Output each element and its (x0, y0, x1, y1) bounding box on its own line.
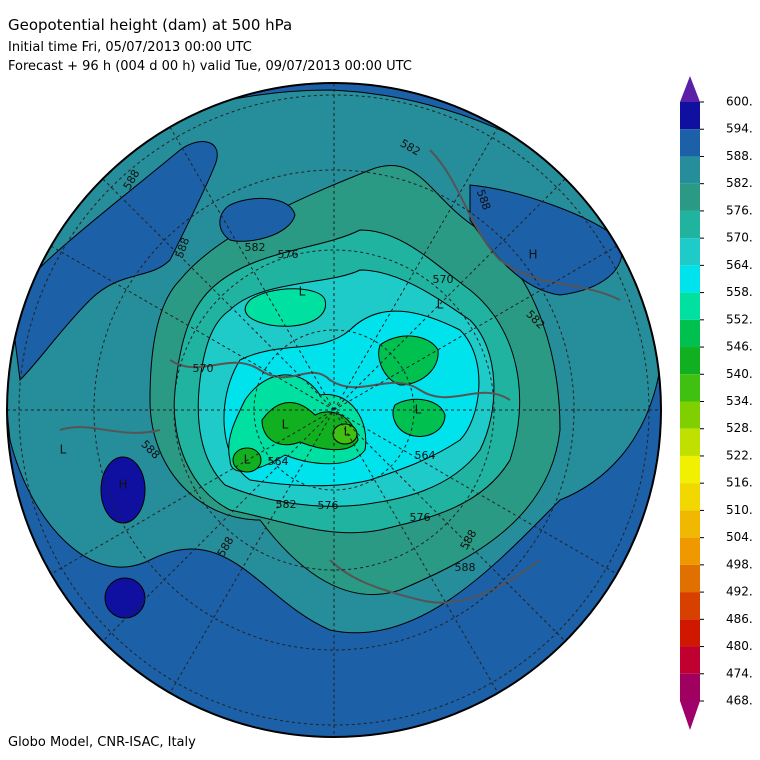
colorbar-label: 474. (726, 666, 753, 680)
contour-label: L (415, 403, 422, 417)
colorbar-band (680, 265, 700, 293)
contour-label: H (528, 248, 537, 262)
contour-label: 570 (193, 362, 214, 375)
colorbar-band (680, 455, 700, 484)
contour-label: 564 (415, 449, 436, 462)
colorbar-label: 558. (726, 285, 753, 299)
colorbar-band (680, 592, 700, 620)
subtitle-forecast: Forecast + 96 h (004 d 00 h) valid Tue, … (8, 59, 412, 74)
colorbar-label: 516. (726, 476, 753, 490)
colorbar-label: 498. (726, 557, 753, 571)
colorbar-band (680, 673, 700, 701)
contour-label: 576 (278, 248, 299, 261)
colorbar-label: 480. (726, 639, 753, 653)
region-546 (392, 398, 446, 437)
colorbar-band (680, 238, 700, 266)
contour-label: H (118, 478, 127, 492)
region-546 (378, 335, 439, 386)
colorbar-label: 504. (726, 530, 753, 544)
colorbar-band (680, 292, 700, 320)
colorbar-label: 552. (726, 312, 753, 326)
contour-label: 576 (410, 511, 431, 524)
colorbar-label: 582. (726, 176, 753, 190)
colorbar-band (680, 510, 700, 538)
contour-label: 570 (433, 273, 454, 286)
colorbar-label: 576. (726, 203, 753, 217)
colorbar-band (680, 619, 700, 647)
contour-label: L (299, 285, 306, 299)
colorbar-label: 600. (726, 95, 753, 109)
graticule (7, 83, 661, 737)
colorbar-label: 486. (726, 612, 753, 626)
colorbar-band (680, 102, 700, 130)
contour-label: 564 (268, 455, 289, 468)
colorbar-band (680, 537, 700, 565)
colorbar-label: 540. (726, 367, 753, 381)
region-594 (104, 577, 146, 619)
colorbar-band (680, 428, 700, 456)
colorbar-band (680, 401, 700, 429)
region-588 (219, 197, 296, 242)
colorbar-label: 528. (726, 421, 753, 435)
colorbar-label: 522. (726, 448, 753, 462)
contour-label: L (344, 425, 351, 439)
colorbar-band (680, 210, 700, 239)
colorbar-label: 594. (726, 122, 753, 136)
title: Geopotential height (dam) at 500 hPa (8, 16, 292, 34)
contour-label: L (437, 298, 444, 312)
colorbar-label: 588. (726, 149, 753, 163)
colorbar-label: 564. (726, 258, 753, 272)
colorbar-band (680, 374, 700, 402)
contour-label: 582 (245, 241, 266, 254)
colorbar-label: 534. (726, 394, 753, 408)
coastlines (59, 149, 621, 604)
colorbar-band (680, 483, 700, 511)
region-594 (100, 456, 146, 524)
colorbar-band (680, 156, 700, 184)
colorbar-under (680, 701, 700, 730)
footer: Globo Model, CNR-ISAC, Italy (8, 735, 196, 750)
colorbar-over (680, 76, 700, 102)
colorbar-label: 468. (726, 694, 753, 708)
colorbar-band (680, 129, 700, 157)
colorbar-band (680, 646, 700, 674)
map-border (6, 82, 662, 738)
colorbar-band (680, 319, 700, 348)
colorbar-band (680, 347, 700, 375)
subtitle-initial: Initial time Fri, 05/07/2013 00:00 UTC (8, 40, 252, 55)
contour-label: L (244, 453, 251, 467)
colorbar-label: 570. (726, 231, 753, 245)
colorbar-band (680, 183, 700, 211)
colorbar-label: 510. (726, 503, 753, 517)
colorbar-label: 546. (726, 340, 753, 354)
contour-label: 588 (455, 561, 476, 574)
region-588 (9, 141, 218, 382)
region-552 (244, 288, 326, 327)
contour-label: 582 (276, 498, 297, 511)
colorbar-band (680, 564, 700, 593)
colorbar-label: 492. (726, 585, 753, 599)
contour-label: L (60, 443, 67, 457)
contour-label: 576 (318, 499, 339, 512)
contour-label: L (282, 418, 289, 432)
